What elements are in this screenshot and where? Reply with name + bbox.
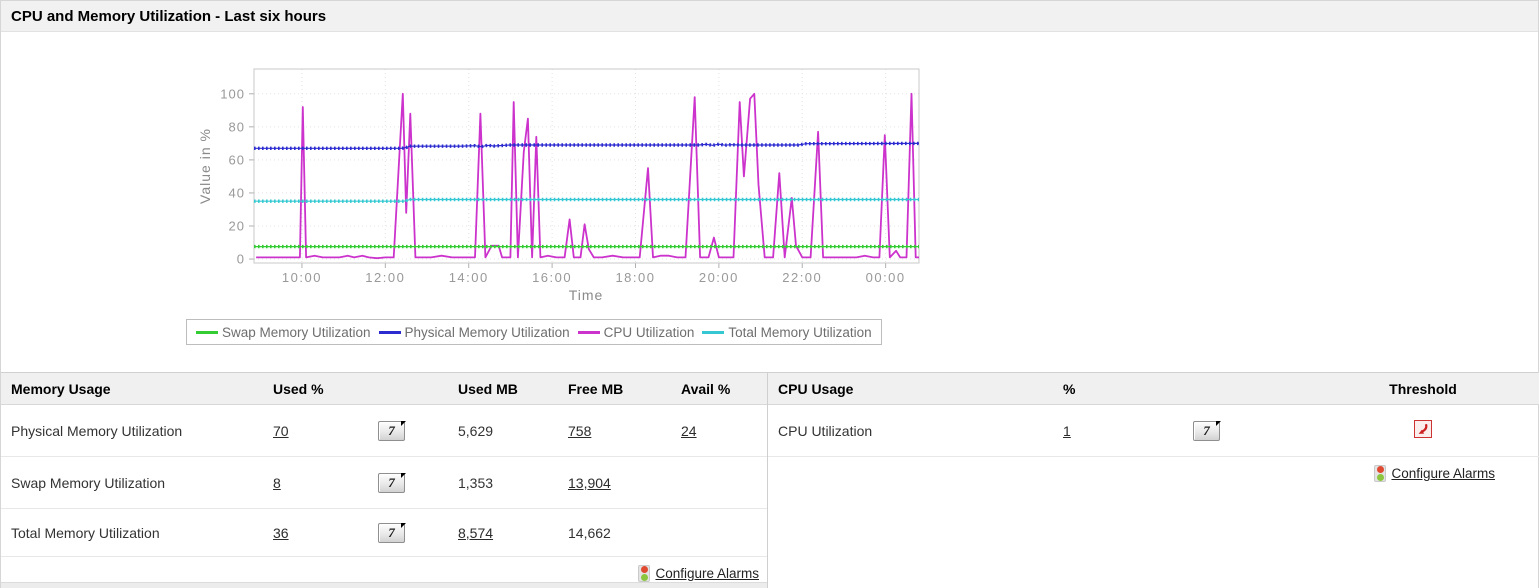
svg-text:18:00: 18:00 bbox=[615, 270, 655, 285]
traffic-light-icon bbox=[1374, 465, 1387, 482]
svg-text:20: 20 bbox=[229, 218, 245, 233]
total-used-pct-link[interactable]: 36 bbox=[273, 524, 289, 541]
table-row-swap-memory: Swap Memory Utilization 8 7 1,353 13,904 bbox=[1, 457, 767, 509]
col-memory-usage: Memory Usage bbox=[11, 380, 111, 397]
stats-tables: Memory Usage Used % Used MB Free MB Avai… bbox=[1, 372, 1539, 588]
chart-legend: Swap Memory Utilization Physical Memory … bbox=[186, 319, 882, 345]
col-avail-pct: Avail % bbox=[681, 380, 731, 397]
seven-day-report-icon[interactable]: 7 bbox=[378, 472, 406, 493]
physical-used-pct-link[interactable]: 70 bbox=[273, 422, 289, 439]
svg-text:0: 0 bbox=[237, 252, 245, 267]
cpu-configure-alarms-row: Configure Alarms bbox=[768, 457, 1539, 482]
memory-configure-alarms-row: Configure Alarms bbox=[1, 557, 767, 582]
total-line-swatch bbox=[702, 330, 725, 334]
svg-text:10:00: 10:00 bbox=[282, 270, 322, 285]
physical-free-mb-link[interactable]: 758 bbox=[568, 422, 592, 439]
utilization-chart: 0 20 40 60 80 100 10:00 12:00 14:00 16:00 18:00 20:… bbox=[184, 63, 944, 363]
cpu-pct-link[interactable]: 1 bbox=[1063, 422, 1071, 439]
configure-alarms-link[interactable]: Configure Alarms bbox=[1374, 465, 1495, 482]
cpu-line-swatch bbox=[577, 330, 600, 334]
memory-usage-table: Memory Usage Used % Used MB Free MB Avai… bbox=[1, 373, 767, 588]
configure-alarms-link[interactable]: Configure Alarms bbox=[638, 565, 759, 582]
physical-avail-pct-link[interactable]: 24 bbox=[681, 422, 697, 439]
col-pct: % bbox=[1063, 380, 1076, 397]
cpu-table-header: CPU Usage % Threshold bbox=[768, 373, 1539, 405]
horizontal-scrollbar[interactable] bbox=[1, 582, 767, 588]
traffic-light-icon bbox=[638, 565, 651, 582]
svg-text:100: 100 bbox=[220, 86, 245, 101]
table-row-cpu-utilization: CPU Utilization 1 7 bbox=[768, 405, 1539, 457]
svg-text:40: 40 bbox=[229, 185, 245, 200]
panel-title-bar: CPU and Memory Utilization - Last six ho… bbox=[1, 1, 1538, 32]
col-free-mb: Free MB bbox=[568, 380, 624, 397]
svg-text:20:00: 20:00 bbox=[699, 270, 739, 285]
seven-day-report-icon[interactable]: 7 bbox=[378, 522, 406, 543]
legend-item-cpu: CPU Utilization bbox=[577, 325, 694, 340]
x-axis-label: Time bbox=[568, 287, 604, 303]
col-threshold: Threshold bbox=[1389, 380, 1457, 397]
svg-text:00:00: 00:00 bbox=[866, 270, 906, 285]
seven-day-report-icon[interactable]: 7 bbox=[378, 420, 406, 441]
svg-text:60: 60 bbox=[229, 152, 245, 167]
legend-item-total: Total Memory Utilization bbox=[702, 325, 872, 340]
svg-text:80: 80 bbox=[229, 119, 245, 134]
col-used-mb: Used MB bbox=[458, 380, 518, 397]
threshold-alert-icon[interactable] bbox=[1414, 420, 1432, 438]
cpu-usage-table: CPU Usage % Threshold CPU Utilization 1 … bbox=[767, 373, 1539, 588]
swap-free-mb-link[interactable]: 13,904 bbox=[568, 474, 611, 491]
legend-item-physical: Physical Memory Utilization bbox=[378, 325, 570, 340]
swap-used-pct-link[interactable]: 8 bbox=[273, 474, 281, 491]
chart-canvas: 0 20 40 60 80 100 10:00 12:00 14:00 16:00 18:00 20:… bbox=[220, 68, 920, 285]
memory-table-header: Memory Usage Used % Used MB Free MB Avai… bbox=[1, 373, 767, 405]
page-title: CPU and Memory Utilization - Last six ho… bbox=[11, 7, 327, 25]
svg-text:22:00: 22:00 bbox=[782, 270, 822, 285]
physical-line-swatch bbox=[378, 330, 401, 334]
svg-text:12:00: 12:00 bbox=[365, 270, 405, 285]
total-used-mb-link[interactable]: 8,574 bbox=[458, 524, 494, 541]
swap-line-swatch bbox=[196, 330, 218, 334]
svg-text:14:00: 14:00 bbox=[449, 270, 489, 285]
table-row-physical-memory: Physical Memory Utilization 70 7 5,629 7… bbox=[1, 405, 767, 457]
col-used-pct: Used % bbox=[273, 380, 324, 397]
y-axis-label: Value in % bbox=[197, 128, 213, 204]
svg-text:16:00: 16:00 bbox=[532, 270, 572, 285]
legend-item-swap: Swap Memory Utilization bbox=[196, 325, 371, 340]
seven-day-report-icon[interactable]: 7 bbox=[1193, 420, 1221, 441]
col-cpu-usage: CPU Usage bbox=[778, 380, 854, 397]
table-row-total-memory: Total Memory Utilization 36 7 8,574 14,6… bbox=[1, 509, 767, 557]
